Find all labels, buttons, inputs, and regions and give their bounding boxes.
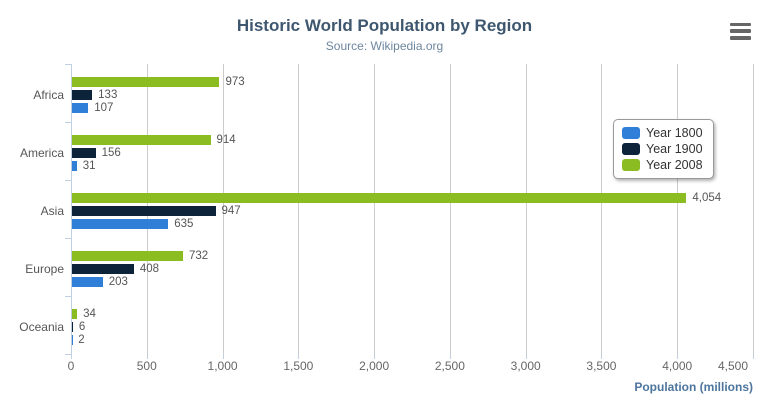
bar-value-label: 635: [174, 218, 194, 230]
category-label: America: [19, 146, 64, 160]
x-tick-label: 0: [67, 359, 75, 373]
hamburger-icon: [730, 22, 752, 40]
bar-value-label: 4,054: [692, 192, 722, 204]
bar[interactable]: [72, 206, 216, 216]
x-axis-tick: [146, 354, 148, 359]
gridline: [298, 64, 300, 354]
bar-value-label: 107: [94, 102, 114, 114]
x-axis-tick: [601, 354, 603, 359]
bar[interactable]: [72, 103, 89, 113]
bar[interactable]: [72, 90, 93, 100]
x-tick-label: 500: [136, 359, 157, 373]
x-tick-label: 4,000: [662, 359, 693, 373]
bar-value-label: 2: [78, 334, 85, 346]
category-axis-line: [71, 64, 72, 354]
legend-symbol: [622, 143, 640, 155]
gridline: [374, 64, 376, 354]
legend-label: Year 2008: [646, 158, 703, 172]
x-axis-title: Population (millions): [634, 380, 753, 394]
gridline: [222, 64, 224, 354]
bar[interactable]: [72, 309, 78, 319]
category-label: Oceania: [19, 320, 64, 334]
bar[interactable]: [72, 219, 169, 229]
bar[interactable]: [72, 161, 77, 171]
export-menu-button[interactable]: [730, 22, 752, 40]
bar[interactable]: [72, 264, 134, 274]
category-label: Asia: [40, 204, 64, 218]
gridline: [677, 64, 679, 354]
bar[interactable]: [72, 148, 96, 158]
x-axis-tick: [753, 354, 754, 359]
gridline: [601, 64, 603, 354]
category-label: Africa: [33, 88, 64, 102]
bar-value-label: 31: [82, 160, 96, 172]
bar-value-label: 732: [188, 250, 209, 262]
bar-value-label: 408: [139, 263, 160, 275]
x-axis-tick: [298, 354, 300, 359]
x-tick-label: 4,500: [717, 359, 749, 373]
bar-value-label: 156: [101, 147, 121, 159]
category-axis-tick: [65, 296, 71, 297]
legend-symbol: [622, 127, 640, 139]
bar[interactable]: [72, 322, 73, 332]
gridline: [525, 64, 527, 354]
plot-area: 0 500 1,000 1,500 2,000 2,500 3,000 3,500 4,000 4…: [19, 64, 754, 373]
x-tick-label: 2,000: [359, 359, 390, 373]
gridline: [449, 64, 451, 354]
x-axis-tick: [449, 354, 451, 359]
chart-title: Historic World Population by Region: [236, 16, 533, 35]
category-axis-tick: [65, 180, 71, 181]
legend: Year 1800 Year 1900 Year 2008: [613, 119, 714, 179]
x-axis-tick: [222, 354, 224, 359]
legend-label: Year 1900: [646, 142, 703, 156]
x-axis-tick: [525, 354, 527, 359]
bar-value-label: 203: [108, 276, 128, 288]
bar[interactable]: [72, 193, 687, 203]
bar-value-label: 34: [83, 308, 96, 320]
x-axis-tick: [677, 354, 679, 359]
category-axis-tick: [65, 122, 71, 123]
x-tick-label: 2,500: [434, 359, 465, 373]
legend-label: Year 1800: [646, 126, 703, 140]
bar-value-label: 947: [221, 205, 241, 217]
legend-item[interactable]: Year 1800: [622, 126, 703, 140]
chart-subtitle: Source: Wikipedia.org: [325, 39, 444, 53]
category-axis-tick: [65, 354, 71, 355]
category-axis-tick: [65, 238, 71, 239]
bar[interactable]: [72, 277, 103, 287]
bar-value-label: 133: [98, 89, 118, 101]
x-axis-tick: [374, 354, 376, 359]
legend-item[interactable]: Year 2008: [622, 158, 703, 172]
gridline: [753, 64, 754, 354]
bar-value-label: 6: [78, 321, 86, 333]
bar[interactable]: [72, 77, 220, 87]
category-label: Europe: [25, 262, 64, 276]
x-tick-label: 1,500: [283, 359, 314, 373]
bar[interactable]: [72, 135, 211, 145]
bar-value-label: 973: [225, 76, 245, 88]
legend-symbol: [622, 159, 640, 171]
bar[interactable]: [72, 251, 183, 261]
x-tick-label: 3,500: [586, 359, 617, 373]
legend-item[interactable]: Year 1900: [622, 142, 703, 156]
bar-value-label: 914: [216, 134, 236, 146]
x-tick-label: 3,000: [510, 359, 541, 373]
x-tick-label: 1,000: [207, 359, 238, 373]
category-axis-tick: [65, 64, 71, 65]
x-axis-tick: [71, 354, 72, 359]
